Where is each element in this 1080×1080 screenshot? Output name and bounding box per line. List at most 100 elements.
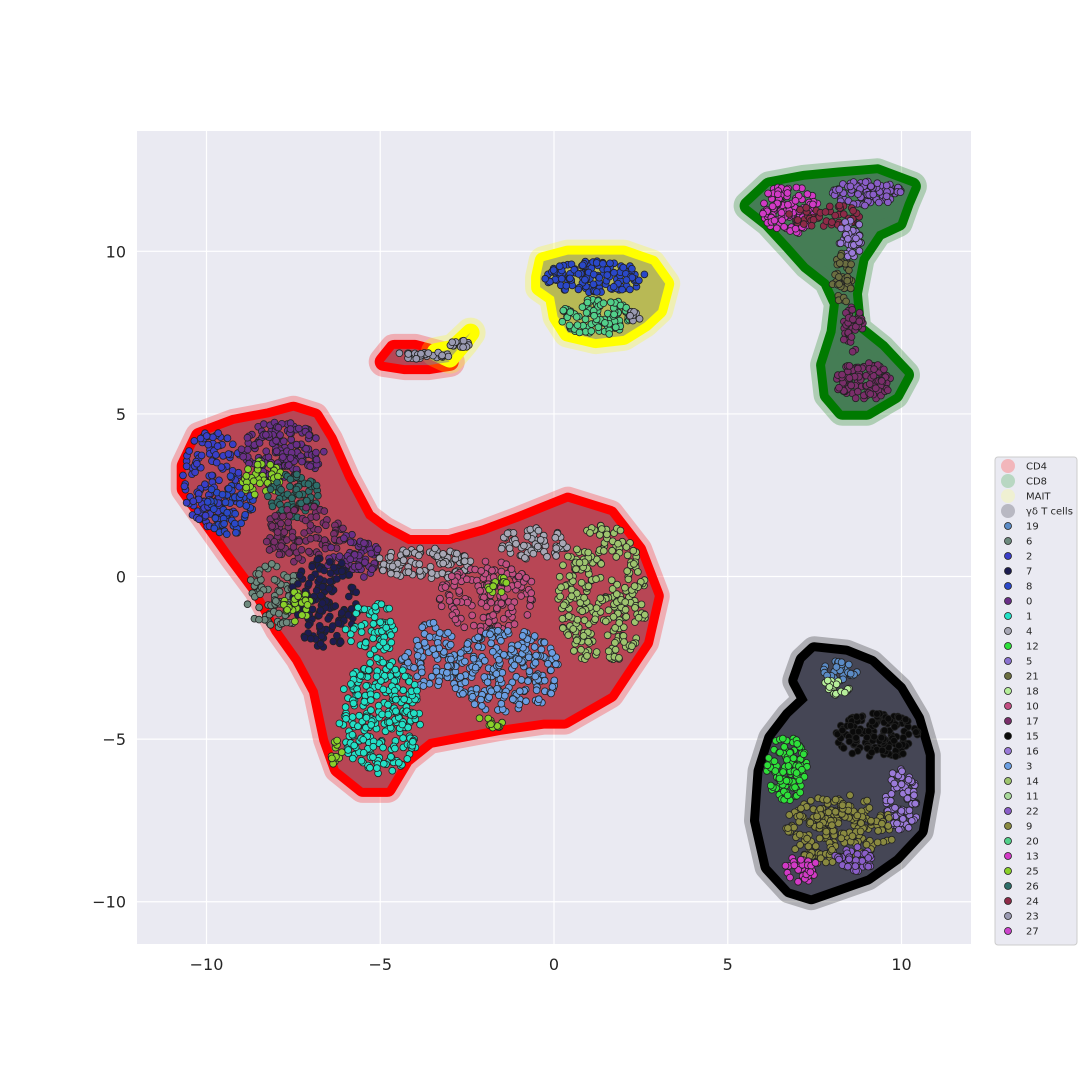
point-cluster-0	[306, 462, 314, 471]
point-cluster-8	[619, 263, 628, 272]
point-cluster-2	[180, 482, 189, 491]
point-cluster-4	[534, 526, 543, 535]
point-cluster-1	[369, 742, 378, 751]
point-cluster-4	[387, 569, 395, 578]
point-cluster-10	[455, 587, 463, 595]
point-cluster-17	[275, 550, 284, 559]
point-cluster-17	[300, 529, 308, 537]
point-cluster-3	[544, 659, 552, 668]
point-cluster-1	[357, 622, 366, 630]
point-cluster-17	[305, 547, 313, 556]
point-cluster-8	[566, 274, 574, 283]
point-cluster-17	[321, 521, 330, 530]
legend-label: 12	[1026, 642, 1039, 653]
point-cluster-10	[469, 621, 478, 630]
point-cluster-26	[314, 491, 322, 500]
point-cluster-9	[831, 807, 840, 816]
point-cluster-7	[336, 638, 345, 646]
point-cluster-17	[288, 533, 297, 541]
point-cluster-14	[572, 636, 581, 645]
point-cluster-3	[469, 654, 478, 663]
legend-marker	[1004, 777, 1012, 785]
point-cluster-16	[891, 803, 899, 812]
point-cluster-15	[891, 752, 900, 760]
point-cluster-19	[846, 669, 855, 678]
point-cluster-17	[845, 374, 854, 382]
point-cluster-7	[308, 562, 316, 571]
point-cluster-3	[451, 684, 460, 692]
point-cluster-1	[384, 710, 393, 719]
legend-label: 20	[1026, 837, 1039, 848]
point-cluster-8	[618, 285, 626, 294]
point-cluster-1	[377, 677, 385, 685]
point-cluster-0	[286, 454, 295, 462]
point-cluster-10	[481, 557, 490, 566]
x-tick-label: 10	[891, 955, 911, 974]
point-cluster-9	[857, 819, 865, 827]
point-cluster-0	[346, 555, 355, 563]
legend-marker	[1004, 792, 1012, 800]
point-cluster-7	[300, 633, 309, 642]
point-cluster-15	[846, 721, 855, 730]
point-cluster-10	[485, 618, 493, 626]
point-cluster-0	[292, 440, 301, 449]
point-cluster-8	[603, 271, 612, 279]
point-cluster-26	[264, 492, 272, 501]
point-cluster-4	[386, 552, 395, 561]
point-cluster-3	[547, 666, 555, 674]
point-cluster-17	[845, 362, 854, 370]
point-cluster-22	[882, 192, 891, 201]
point-cluster-6	[267, 560, 276, 568]
point-cluster-9	[828, 821, 836, 829]
point-cluster-4	[452, 549, 461, 558]
point-cluster-0	[243, 433, 252, 442]
point-cluster-9	[831, 795, 840, 804]
point-cluster-9	[813, 812, 821, 821]
point-cluster-14	[604, 606, 613, 614]
point-cluster-14	[609, 613, 618, 621]
point-cluster-8	[236, 500, 244, 508]
point-cluster-4	[427, 569, 436, 577]
legend-label: 23	[1026, 912, 1039, 923]
legend-marker	[1001, 459, 1015, 473]
point-cluster-22	[845, 855, 853, 864]
point-cluster-9	[824, 808, 833, 816]
point-cluster-7	[337, 559, 346, 567]
point-cluster-0	[367, 549, 376, 558]
point-cluster-6	[275, 609, 283, 618]
point-cluster-1	[367, 721, 375, 729]
point-cluster-1	[347, 637, 355, 646]
point-cluster-15	[890, 723, 899, 731]
point-cluster-7	[318, 582, 327, 591]
point-cluster-0	[286, 425, 295, 433]
point-cluster-21	[843, 276, 852, 285]
point-cluster-21	[835, 280, 843, 288]
point-cluster-18	[823, 676, 832, 685]
point-cluster-10	[523, 611, 532, 619]
point-cluster-4	[536, 536, 545, 544]
point-cluster-24	[825, 202, 834, 211]
point-cluster-10	[468, 611, 477, 620]
legend-marker	[1004, 852, 1012, 860]
point-cluster-14	[559, 601, 568, 609]
point-cluster-14	[612, 590, 621, 598]
point-cluster-15	[867, 748, 876, 757]
point-cluster-8	[224, 484, 233, 493]
point-cluster-14	[611, 638, 619, 647]
point-cluster-17	[277, 542, 285, 550]
point-cluster-14	[615, 619, 623, 627]
point-cluster-21	[846, 284, 855, 293]
point-cluster-7	[315, 621, 324, 630]
point-cluster-9	[874, 827, 882, 835]
point-cluster-25	[242, 472, 251, 480]
point-cluster-1	[348, 754, 357, 763]
point-cluster-8	[241, 510, 250, 519]
point-cluster-26	[277, 485, 285, 494]
legend-marker	[1004, 612, 1012, 620]
legend-label: 26	[1026, 882, 1039, 893]
point-cluster-26	[288, 494, 296, 503]
point-cluster-1	[416, 720, 424, 729]
point-cluster-26	[268, 502, 277, 511]
legend-marker	[1004, 642, 1012, 650]
point-cluster-16	[904, 775, 913, 784]
